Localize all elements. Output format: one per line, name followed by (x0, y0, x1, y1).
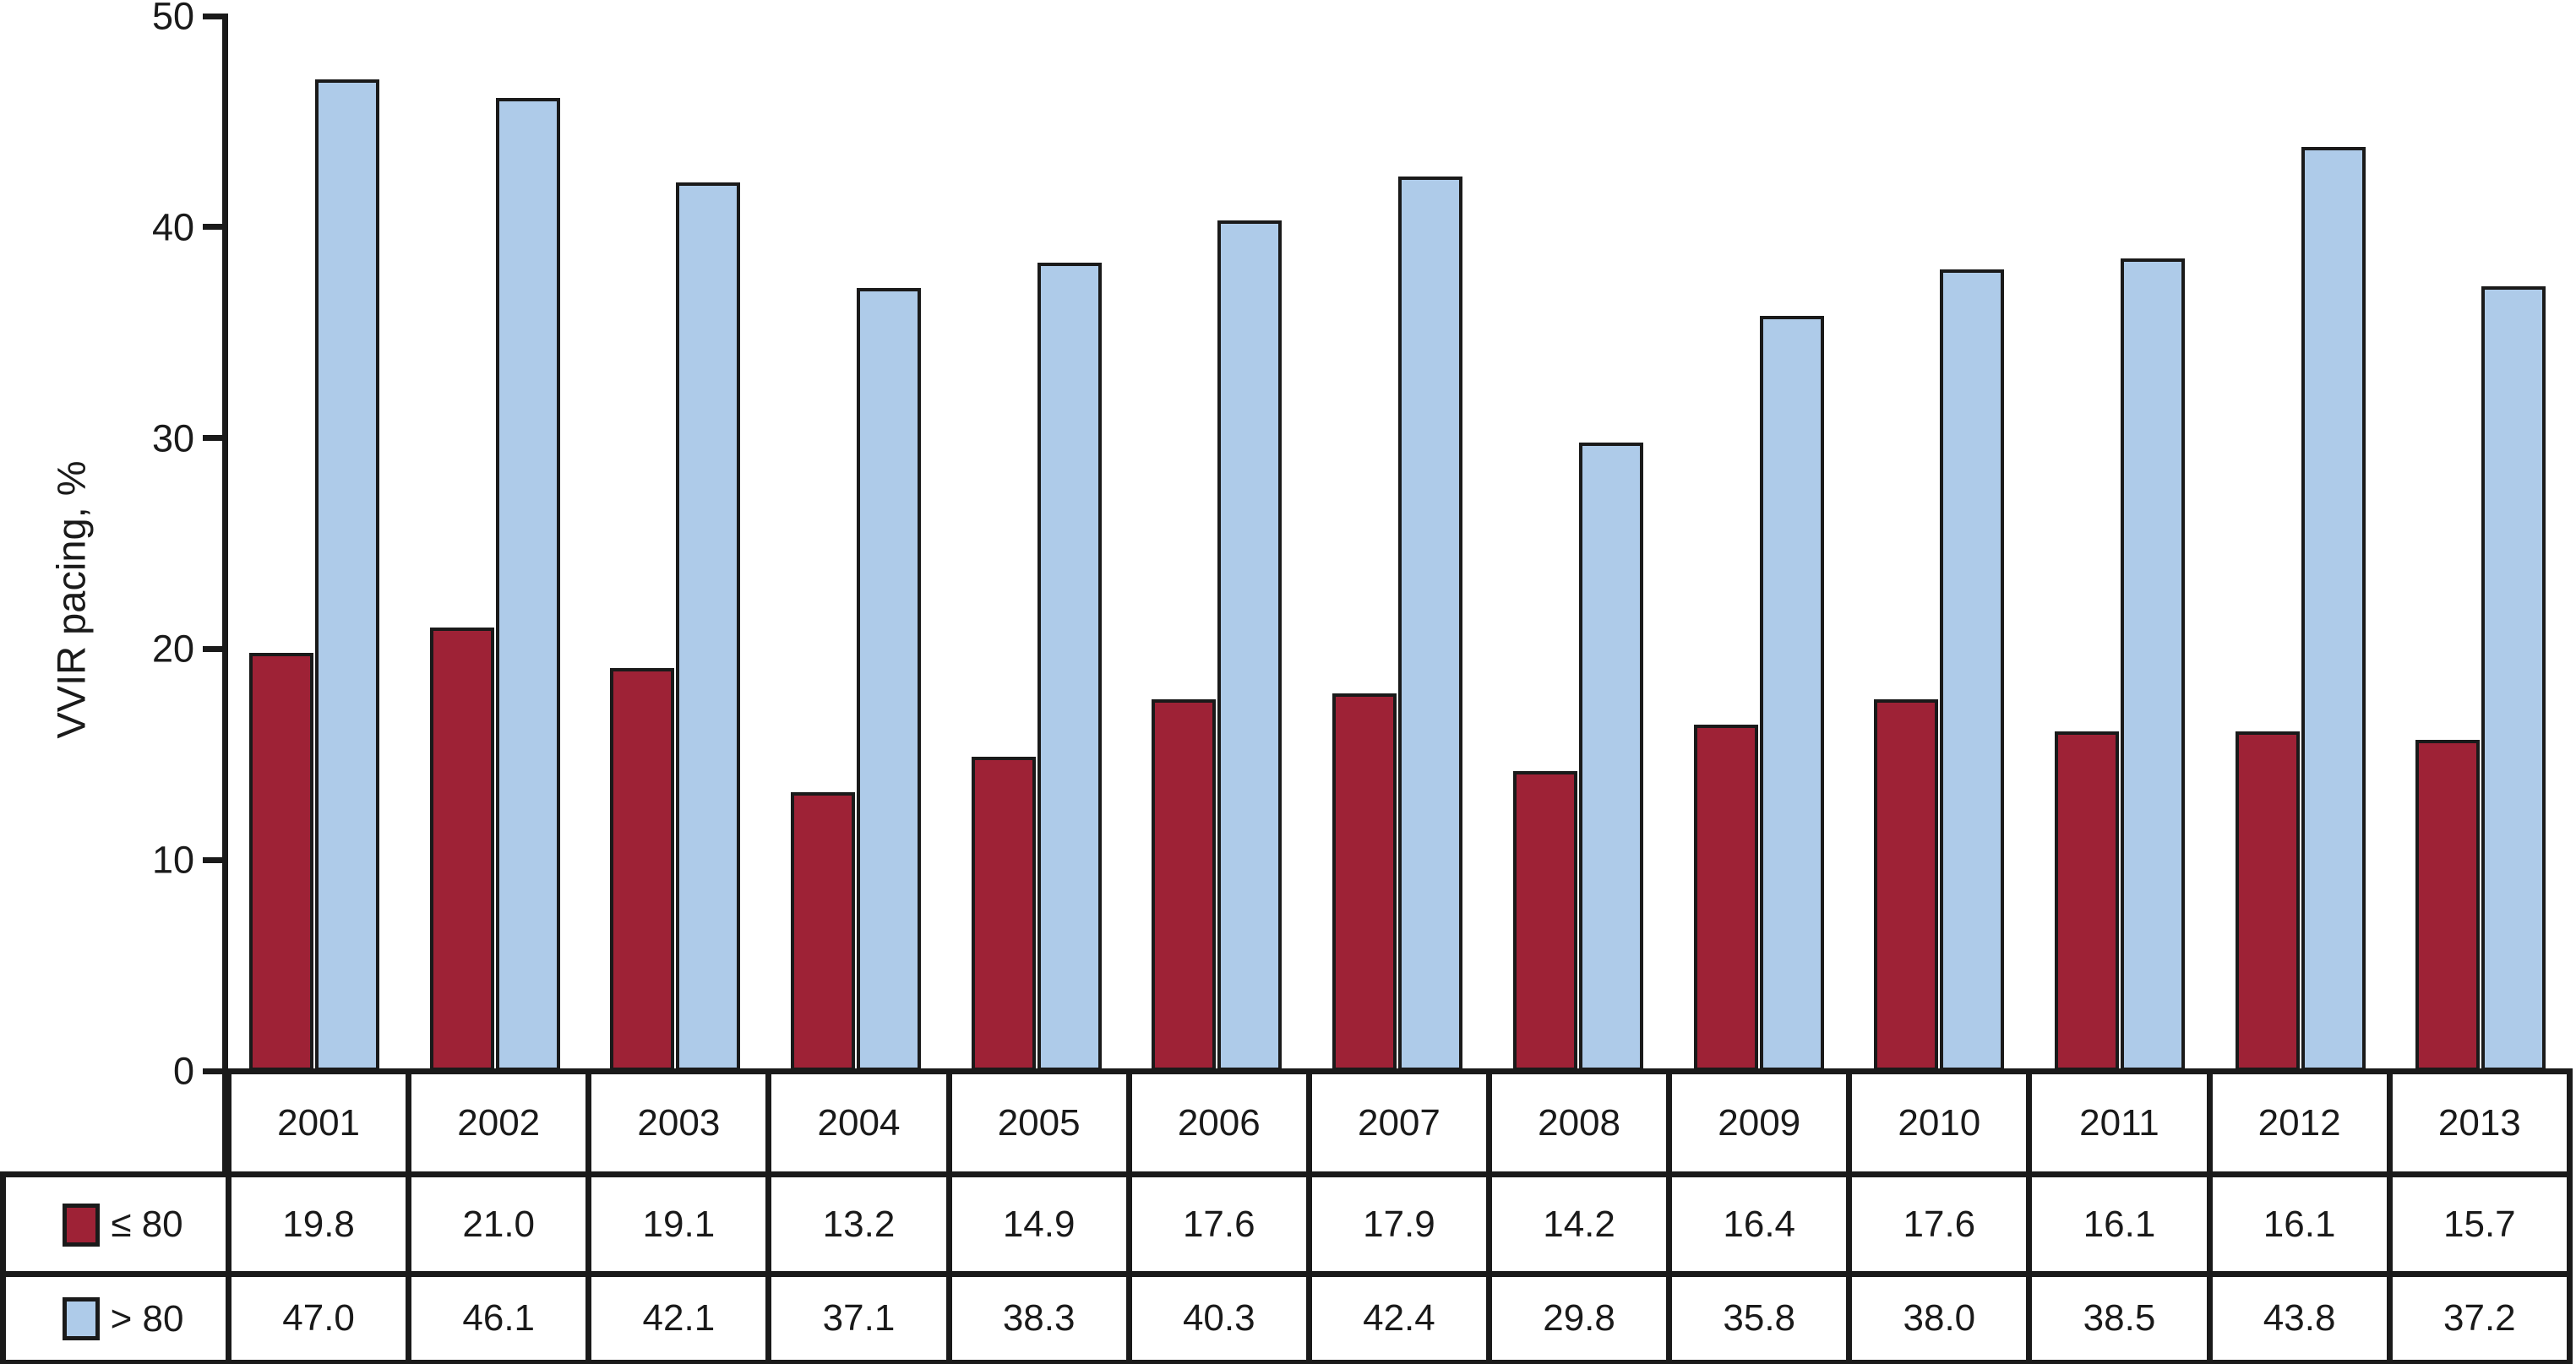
value-cell-gt80-2011: 38.5 (2026, 1271, 2213, 1364)
table-corner-cell (3, 1071, 231, 1175)
value-cell-le80-2001: 19.8 (225, 1171, 412, 1277)
legend-cell-le80: ≤ 80 (0, 1171, 231, 1277)
bar-le80-2005 (972, 757, 1036, 1071)
bar-gt80-2001 (315, 79, 379, 1071)
year-cell: 2008 (1485, 1068, 1673, 1177)
value-cell-le80-2003: 19.1 (585, 1171, 772, 1277)
legend-swatch-le80 (63, 1203, 101, 1247)
y-axis-tick-label: 40 (151, 205, 194, 249)
bar-le80-2012 (2236, 731, 2300, 1071)
value-cell-le80-2011: 16.1 (2026, 1171, 2213, 1277)
year-cell: 2010 (1846, 1068, 2033, 1177)
bar-gt80-2009 (1760, 316, 1824, 1071)
bar-gt80-2007 (1398, 177, 1462, 1071)
bar-gt80-2011 (2121, 258, 2185, 1071)
data-table: 2001 2002 2003 2004 2005 2006 2007 2008 2009 2010… (0, 1068, 2573, 1364)
bar-gt80-2003 (676, 182, 740, 1071)
year-cell: 2005 (945, 1068, 1132, 1177)
y-axis-tick (203, 646, 226, 652)
bar-le80-2001 (249, 653, 313, 1071)
bar-gt80-2002 (496, 98, 560, 1071)
value-cell-le80-2010: 17.6 (1846, 1171, 2033, 1277)
bar-gt80-2010 (1940, 269, 2004, 1071)
bar-le80-2003 (610, 668, 674, 1071)
value-cell-le80-2006: 17.6 (1125, 1171, 1312, 1277)
y-axis-tick-label: 10 (151, 838, 194, 882)
bar-le80-2011 (2055, 731, 2119, 1071)
bar-le80-2007 (1332, 693, 1397, 1071)
bar-gt80-2013 (2481, 286, 2546, 1071)
year-cell: 2009 (1666, 1068, 1853, 1177)
value-cell-gt80-2002: 46.1 (406, 1271, 592, 1364)
value-cell-gt80-2004: 37.1 (765, 1271, 952, 1364)
value-cell-le80-2012: 16.1 (2206, 1171, 2393, 1277)
y-axis-tick-label: 20 (151, 627, 194, 671)
value-cell-gt80-2001: 47.0 (225, 1271, 412, 1364)
value-cell-le80-2007: 17.9 (1305, 1171, 1492, 1277)
bar-le80-2008 (1513, 771, 1577, 1071)
legend-cell-gt80: > 80 (0, 1271, 231, 1364)
year-header-row: 2001 2002 2003 2004 2005 2006 2007 2008 2009 2010… (3, 1068, 2573, 1177)
year-cell: 2003 (585, 1068, 772, 1177)
y-axis-tick-label: 50 (151, 0, 194, 38)
y-axis-tick (203, 224, 226, 230)
bar-gt80-2008 (1579, 443, 1643, 1071)
y-axis-tick (203, 857, 226, 863)
legend-label-gt80: > 80 (110, 1297, 184, 1340)
y-axis-line (222, 14, 228, 1174)
bar-le80-2002 (430, 628, 494, 1071)
value-cell-le80-2002: 21.0 (406, 1171, 592, 1277)
series-row-gt80: > 80 47.0 46.1 42.1 37.1 38.3 40.3 42.4 29.8 35.8… (0, 1271, 2573, 1364)
year-cell: 2001 (225, 1068, 412, 1177)
y-axis-tick (203, 435, 226, 441)
value-cell-gt80-2009: 35.8 (1666, 1271, 1853, 1364)
bar-le80-2013 (2415, 740, 2480, 1071)
year-cell: 2007 (1305, 1068, 1492, 1177)
value-cell-gt80-2005: 38.3 (945, 1271, 1132, 1364)
year-cell: 2012 (2206, 1068, 2393, 1177)
value-cell-gt80-2008: 29.8 (1485, 1271, 1673, 1364)
year-cell: 2004 (765, 1068, 952, 1177)
year-cell: 2013 (2386, 1068, 2573, 1177)
bar-gt80-2006 (1217, 220, 1282, 1071)
y-axis-tick-label: 30 (151, 416, 194, 460)
value-cell-gt80-2012: 43.8 (2206, 1271, 2393, 1364)
bar-le80-2006 (1152, 699, 1216, 1071)
legend-label-le80: ≤ 80 (111, 1204, 183, 1246)
bar-gt80-2004 (857, 288, 921, 1071)
series-row-le80: ≤ 80 19.8 21.0 19.1 13.2 14.9 17.6 17.9 14.2 16.4… (0, 1171, 2573, 1277)
value-cell-gt80-2006: 40.3 (1125, 1271, 1312, 1364)
bar-le80-2004 (791, 792, 855, 1071)
bar-gt80-2012 (2301, 147, 2366, 1071)
y-axis-tick (203, 14, 226, 19)
value-cell-gt80-2010: 38.0 (1846, 1271, 2033, 1364)
bar-le80-2010 (1874, 699, 1938, 1071)
value-cell-le80-2004: 13.2 (765, 1171, 952, 1277)
value-cell-le80-2005: 14.9 (945, 1171, 1132, 1277)
bar-gt80-2005 (1037, 263, 1102, 1071)
value-cell-gt80-2003: 42.1 (585, 1271, 772, 1364)
bar-le80-2009 (1694, 725, 1758, 1071)
year-cell: 2011 (2026, 1068, 2213, 1177)
year-cell: 2002 (406, 1068, 592, 1177)
value-cell-gt80-2007: 42.4 (1305, 1271, 1492, 1364)
value-cell-le80-2013: 15.7 (2386, 1171, 2573, 1277)
year-cell: 2006 (1125, 1068, 1312, 1177)
value-cell-le80-2008: 14.2 (1485, 1171, 1673, 1277)
value-cell-gt80-2013: 37.2 (2386, 1271, 2573, 1364)
y-axis-title: VVIR pacing, % (48, 460, 94, 739)
legend-swatch-gt80 (62, 1297, 100, 1341)
value-cell-le80-2009: 16.4 (1666, 1171, 1853, 1277)
